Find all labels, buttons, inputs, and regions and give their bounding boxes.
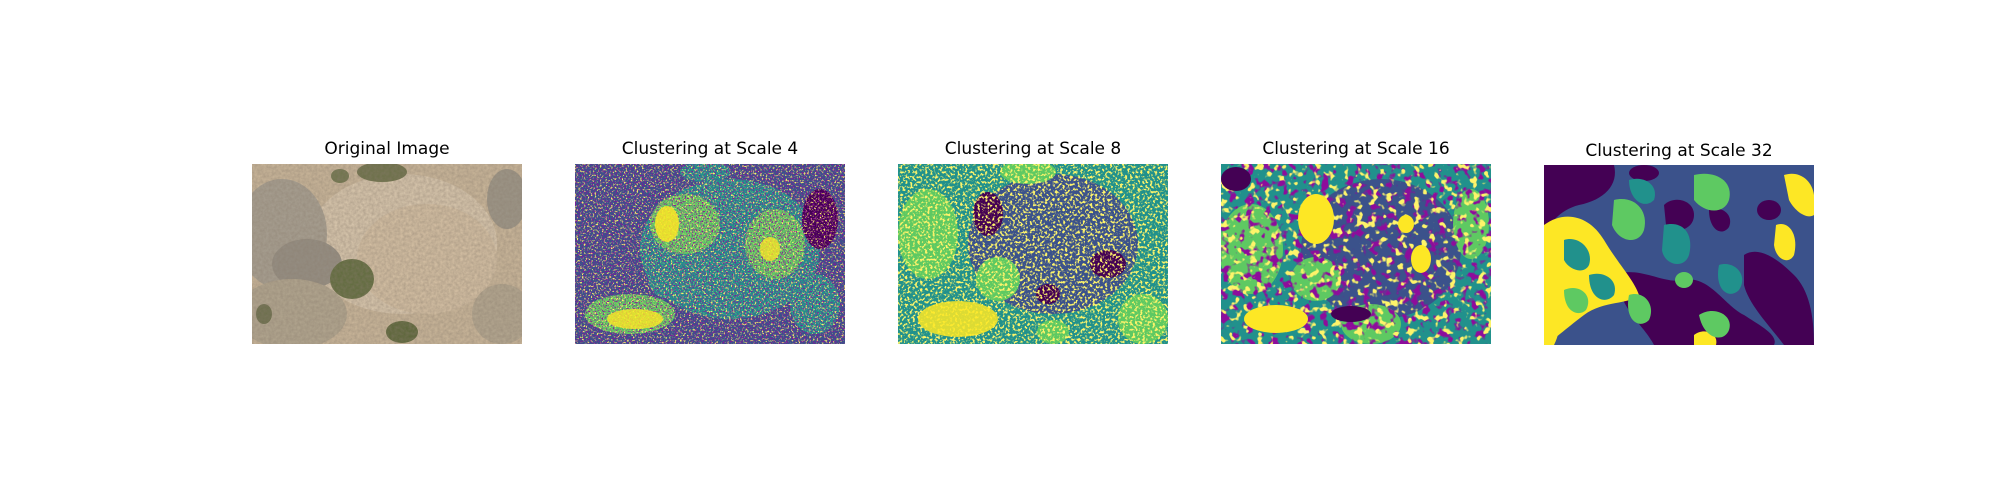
original-photo [252, 164, 522, 344]
panel-scale-32: Clustering at Scale 32 [1544, 0, 1814, 500]
panel-title: Clustering at Scale 32 [1585, 141, 1773, 161]
cluster-map-scale-8 [898, 164, 1168, 344]
panel-scale-16: Clustering at Scale 16 [1221, 0, 1491, 500]
cluster-map-scale-32 [1544, 165, 1814, 345]
panel-original-image: Original Image [252, 0, 522, 500]
cluster-map-scale-4 [575, 164, 845, 344]
panel-title: Original Image [324, 139, 450, 159]
panel-title: Clustering at Scale 16 [1262, 139, 1450, 159]
panel-scale-8: Clustering at Scale 8 [898, 0, 1168, 500]
panel-title: Clustering at Scale 4 [621, 139, 799, 159]
cluster-map-scale-16 [1221, 164, 1491, 344]
panel-title: Clustering at Scale 8 [944, 139, 1122, 159]
panel-scale-4: Clustering at Scale 4 [575, 0, 845, 500]
